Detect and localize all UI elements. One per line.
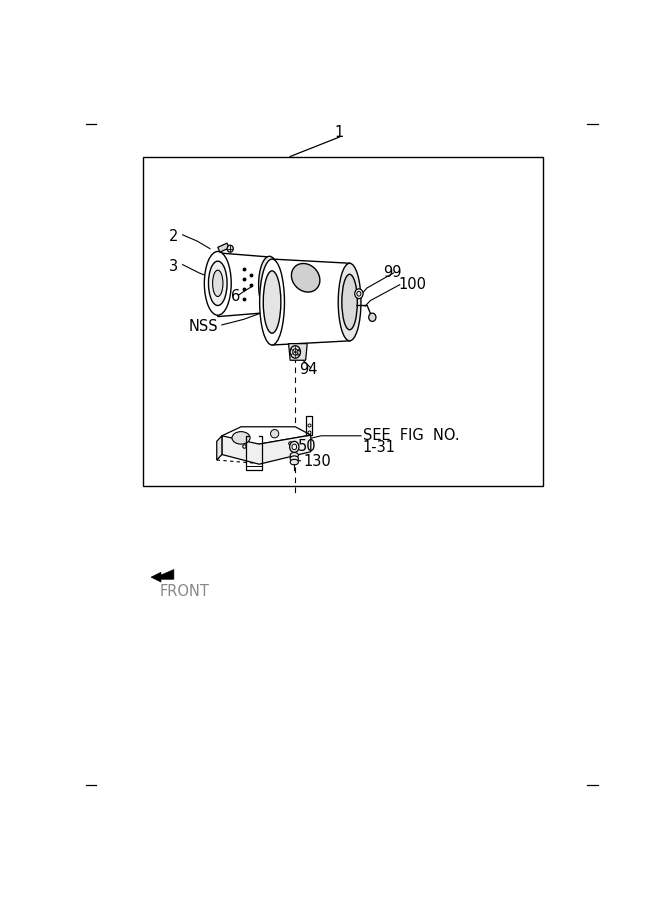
Ellipse shape bbox=[290, 459, 298, 465]
Bar bbox=[143, 157, 544, 486]
Ellipse shape bbox=[263, 271, 281, 333]
Text: FRONT: FRONT bbox=[160, 584, 209, 599]
Ellipse shape bbox=[342, 274, 358, 329]
Ellipse shape bbox=[290, 346, 300, 358]
Ellipse shape bbox=[295, 350, 300, 356]
Text: 94: 94 bbox=[299, 362, 317, 377]
Ellipse shape bbox=[355, 289, 363, 299]
Text: 2: 2 bbox=[169, 229, 179, 244]
Polygon shape bbox=[217, 436, 222, 460]
Text: 3: 3 bbox=[169, 258, 178, 274]
Ellipse shape bbox=[291, 264, 320, 292]
Polygon shape bbox=[222, 427, 311, 444]
Text: 1-31: 1-31 bbox=[363, 440, 396, 455]
Polygon shape bbox=[151, 570, 174, 582]
Polygon shape bbox=[217, 253, 269, 317]
Ellipse shape bbox=[227, 245, 233, 252]
Polygon shape bbox=[222, 435, 311, 464]
Ellipse shape bbox=[293, 349, 298, 356]
Ellipse shape bbox=[213, 270, 223, 296]
Polygon shape bbox=[289, 344, 307, 360]
Text: 130: 130 bbox=[303, 454, 331, 469]
Text: 1: 1 bbox=[335, 125, 344, 140]
Ellipse shape bbox=[259, 259, 284, 345]
Ellipse shape bbox=[209, 261, 227, 305]
Polygon shape bbox=[217, 243, 229, 252]
Ellipse shape bbox=[357, 292, 361, 296]
Ellipse shape bbox=[338, 263, 361, 341]
Ellipse shape bbox=[262, 266, 277, 304]
Text: 99: 99 bbox=[384, 266, 402, 281]
Text: SEE  FIG  NO.: SEE FIG NO. bbox=[363, 428, 459, 443]
Ellipse shape bbox=[289, 441, 299, 453]
Ellipse shape bbox=[271, 429, 279, 438]
Ellipse shape bbox=[369, 313, 376, 321]
Text: NSS: NSS bbox=[189, 319, 219, 334]
Text: 6: 6 bbox=[231, 289, 241, 304]
Polygon shape bbox=[272, 259, 350, 345]
Text: 100: 100 bbox=[399, 277, 427, 292]
Ellipse shape bbox=[292, 444, 297, 450]
Ellipse shape bbox=[259, 256, 280, 313]
Ellipse shape bbox=[232, 432, 250, 444]
Ellipse shape bbox=[290, 456, 298, 462]
Ellipse shape bbox=[290, 453, 298, 458]
Text: 50: 50 bbox=[298, 438, 317, 454]
Ellipse shape bbox=[204, 251, 231, 315]
